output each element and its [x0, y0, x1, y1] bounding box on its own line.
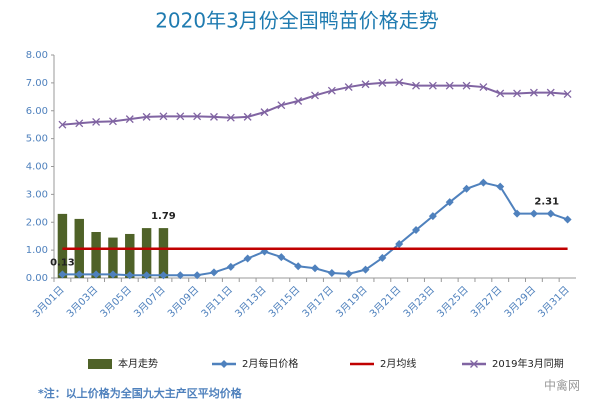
y-tick-label: 4.00 [26, 162, 48, 173]
y-tick-label: 0.00 [26, 273, 48, 284]
point [546, 88, 555, 97]
data-label: 1.79 [151, 211, 176, 222]
point [226, 262, 235, 271]
bar [158, 228, 169, 278]
point [209, 268, 218, 277]
point [243, 112, 252, 121]
point [311, 91, 319, 100]
y-tick-label: 2.00 [26, 217, 48, 228]
watermark: 中禽网 [544, 378, 580, 393]
point [176, 271, 185, 280]
point [395, 78, 404, 87]
point [479, 83, 488, 92]
point [75, 270, 84, 279]
bar [108, 237, 118, 278]
point [462, 81, 471, 90]
bar [125, 233, 135, 278]
point [361, 80, 370, 89]
data-label: 2.31 [534, 197, 559, 208]
y-tick-label: 5.00 [26, 134, 48, 145]
point [412, 81, 420, 90]
point [496, 89, 505, 98]
legend-label: 本月走势 [118, 357, 158, 370]
point [344, 269, 353, 278]
point [529, 209, 538, 218]
point [260, 108, 269, 117]
legend-label: 2019年3月同期 [492, 357, 564, 370]
y-tick-label: 1.00 [26, 245, 48, 256]
point [277, 253, 286, 262]
point [361, 265, 370, 274]
point [75, 119, 84, 128]
point [92, 270, 101, 279]
y-tick-label: 7.00 [26, 78, 48, 89]
point [513, 89, 522, 98]
point [445, 198, 454, 207]
point [243, 254, 252, 263]
point [428, 212, 437, 221]
point [92, 117, 101, 126]
point [58, 270, 67, 279]
point [277, 101, 286, 110]
point [378, 78, 387, 87]
legend-marker [470, 360, 478, 368]
point [428, 81, 437, 90]
point [294, 262, 303, 271]
point [513, 209, 522, 218]
bar [91, 232, 101, 278]
point [142, 271, 151, 280]
point [159, 112, 168, 121]
point [529, 88, 538, 97]
legend-marker [220, 360, 228, 368]
point [108, 270, 117, 279]
point [193, 112, 202, 121]
point [496, 182, 505, 191]
point [378, 253, 387, 262]
chart-title: 2020年3月份全国鸭苗价格走势 [155, 9, 439, 33]
point [193, 271, 202, 280]
point [159, 271, 168, 280]
point [210, 112, 218, 121]
point [226, 113, 235, 122]
y-tick-label: 6.00 [26, 106, 48, 117]
point [311, 264, 319, 273]
y-tick-label: 3.00 [26, 189, 48, 200]
point [563, 215, 572, 224]
data-label: 0.13 [50, 257, 75, 268]
point [327, 86, 336, 95]
point [327, 268, 336, 277]
y-tick-label: 8.00 [26, 50, 48, 61]
legend-label: 2月均线 [380, 357, 416, 370]
point [142, 112, 151, 121]
legend-label: 2月每日价格 [242, 357, 298, 370]
point [563, 90, 572, 98]
legend-swatch [88, 359, 112, 369]
point [176, 112, 185, 121]
point [412, 226, 421, 235]
footnote: *注：以上价格为全国九大主产区平均价格 [38, 386, 243, 400]
point [445, 81, 454, 90]
point [58, 120, 67, 129]
point [108, 117, 117, 126]
point [395, 239, 404, 248]
point [462, 184, 471, 193]
point [344, 83, 353, 92]
bar [141, 228, 152, 278]
point [294, 97, 303, 105]
point [546, 209, 555, 218]
bar [57, 213, 68, 278]
point [479, 178, 488, 187]
point [125, 115, 134, 124]
point [125, 271, 134, 280]
